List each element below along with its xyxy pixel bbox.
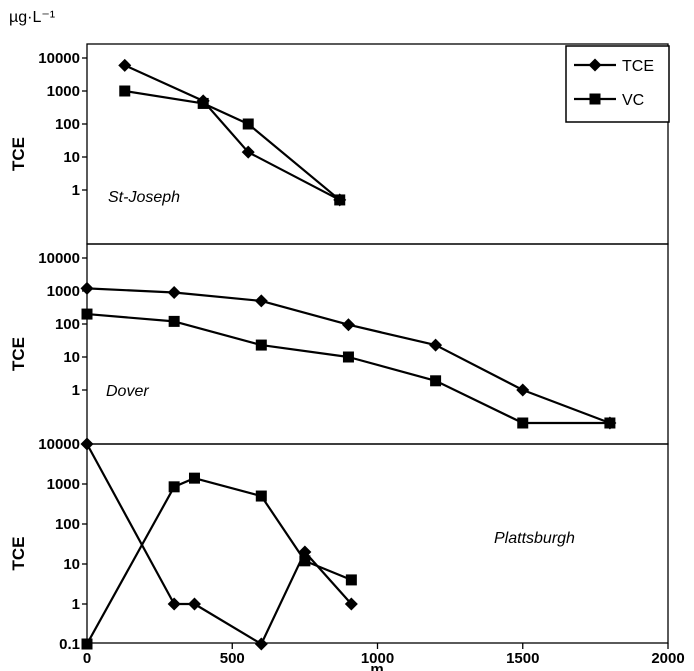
data-point-tce xyxy=(516,383,530,397)
y-tick-label: 1 xyxy=(72,182,80,199)
data-point-vc xyxy=(168,481,180,493)
data-point-vc xyxy=(168,315,180,327)
y-tick-label: 100 xyxy=(55,316,80,333)
y-tick-label: 1000 xyxy=(47,83,80,100)
y-tick-label: 100 xyxy=(55,116,80,133)
x-axis-label: m xyxy=(370,661,383,671)
y-axis-label: TCE xyxy=(9,337,28,371)
y-tick-label: 10 xyxy=(63,149,80,166)
data-point-tce xyxy=(167,286,181,300)
data-point-tce xyxy=(167,597,181,611)
legend-label-vc: VC xyxy=(622,92,644,109)
data-point-vc xyxy=(255,339,267,351)
data-point-vc xyxy=(342,351,354,363)
x-tick-label: 0 xyxy=(83,650,91,667)
y-tick-label: 1000 xyxy=(47,476,80,493)
data-point-tce xyxy=(118,58,132,72)
y-tick-label: 1000 xyxy=(47,283,80,300)
y-tick-label: 10000 xyxy=(38,436,80,453)
data-point-vc xyxy=(188,472,200,484)
data-point-vc xyxy=(345,574,357,586)
y-tick-label: 10 xyxy=(63,349,80,366)
x-tick-label: 1500 xyxy=(506,650,539,667)
data-point-vc xyxy=(517,417,529,429)
panel-dover: 10000 1000 100 10 1 TCE Dover xyxy=(9,243,669,445)
legend-label-tce: TCE xyxy=(622,58,654,75)
data-point-vc xyxy=(81,308,93,320)
data-point-tce xyxy=(429,338,443,352)
legend-marker-diamond xyxy=(588,58,602,72)
y-tick-label: 10 xyxy=(63,556,80,573)
data-point-vc xyxy=(299,555,311,567)
y-axis-label: TCE xyxy=(9,137,28,171)
data-point-vc xyxy=(334,194,346,206)
data-point-tce xyxy=(80,281,94,295)
data-point-vc xyxy=(242,118,254,130)
y-tick-label: 10000 xyxy=(38,250,80,267)
x-tick-label: 500 xyxy=(220,650,245,667)
data-point-tce xyxy=(341,318,355,332)
series-line-tce xyxy=(86,443,353,646)
series-line-tce xyxy=(124,64,341,201)
panel-frame xyxy=(86,443,669,644)
y-tick-label: 0.1 xyxy=(59,636,80,653)
x-tick-label: 2000 xyxy=(651,650,684,667)
x-tick-label: 1000 xyxy=(361,650,394,667)
data-point-vc xyxy=(255,490,267,502)
panel-st-joseph: 10000 1000 100 10 1 TCE St-Joseph xyxy=(9,43,669,245)
data-point-vc xyxy=(430,375,442,387)
legend-marker-square xyxy=(589,93,601,105)
panel-name-label: St-Joseph xyxy=(108,189,180,206)
data-point-vc xyxy=(119,85,131,97)
data-point-tce xyxy=(80,437,94,451)
legend: TCE VC xyxy=(565,45,670,123)
y-tick-label: 1 xyxy=(72,382,80,399)
data-point-tce xyxy=(254,294,268,308)
y-tick-label: 10000 xyxy=(38,50,80,67)
panel-name-label: Dover xyxy=(106,383,149,400)
data-point-tce xyxy=(187,597,201,611)
unit-label: µg·L⁻¹ xyxy=(9,9,55,26)
data-point-tce xyxy=(344,597,358,611)
series-line-vc xyxy=(86,477,352,645)
panel-frame xyxy=(86,243,669,445)
panel-name-label: Plattsburgh xyxy=(494,530,575,547)
panel-plattsburgh: 10000 1000 100 10 1 0.1 TCE Plattsburgh xyxy=(9,436,669,653)
y-tick-label: 1 xyxy=(72,596,80,613)
legend-box xyxy=(565,45,670,123)
y-tick-label: 100 xyxy=(55,516,80,533)
data-point-vc xyxy=(604,417,616,429)
data-point-tce xyxy=(241,145,255,159)
data-point-tce xyxy=(254,637,268,651)
y-axis-label: TCE xyxy=(9,537,28,571)
data-point-vc xyxy=(197,97,209,109)
series-line-vc xyxy=(124,89,341,201)
